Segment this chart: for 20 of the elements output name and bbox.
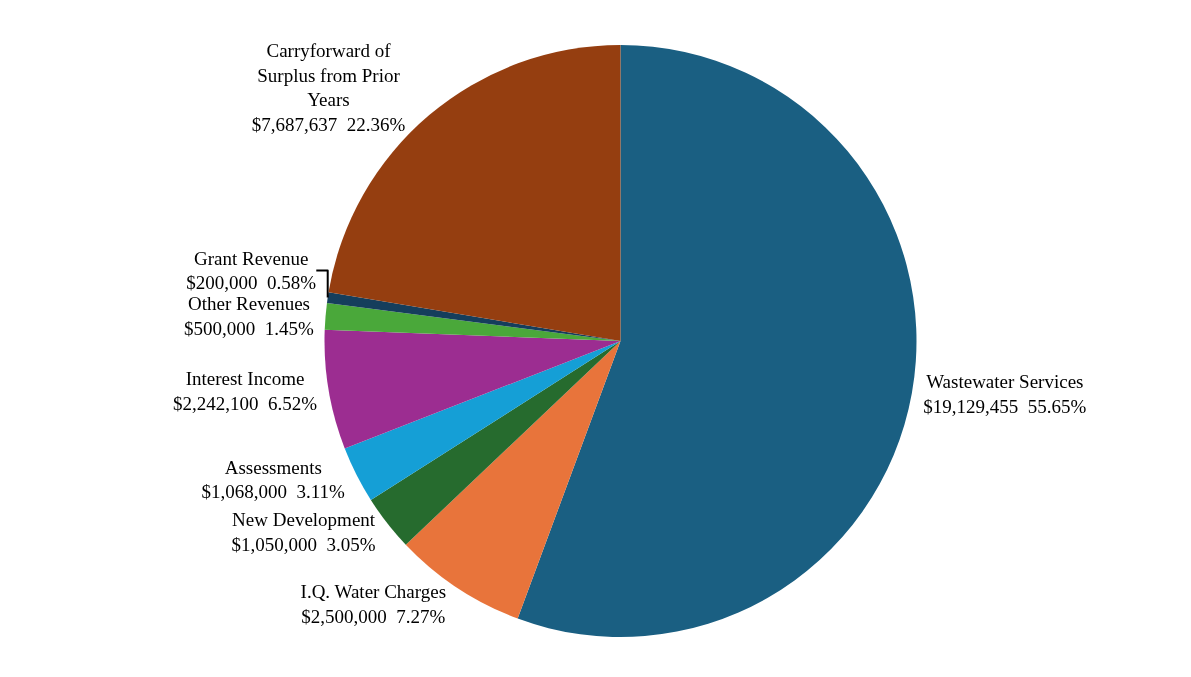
data-label: $19,129,455 55.65% xyxy=(923,395,1087,417)
data-label: $2,242,100 6.52% xyxy=(172,392,318,414)
data-label: $1,050,000 3.05% xyxy=(231,533,376,555)
data-label: $1,068,000 3.11% xyxy=(201,481,346,503)
pie-slice xyxy=(344,341,621,501)
slice-label: Wastewater Services xyxy=(926,371,1084,393)
slice-label: Other Revenues xyxy=(188,293,310,315)
data-label: $200,000 0.58% xyxy=(186,272,317,294)
slice-label: Carryforward of Surplus from Prior Years xyxy=(257,39,401,111)
pie-slice xyxy=(326,292,621,341)
pie-slice xyxy=(324,329,621,449)
slice-label: Assessments xyxy=(224,456,322,478)
slice-label: Grant Revenue xyxy=(193,247,309,269)
data-label: $2,500,000 7.27% xyxy=(301,605,446,627)
pie-slice xyxy=(517,45,917,637)
data-label: $7,687,637 22.36% xyxy=(251,113,406,135)
slice-label: Interest Income xyxy=(185,368,305,390)
slice-label: New Development xyxy=(232,509,376,531)
slice-label: I.Q. Water Charges xyxy=(300,581,447,603)
data-label: $500,000 1.45% xyxy=(184,318,315,340)
